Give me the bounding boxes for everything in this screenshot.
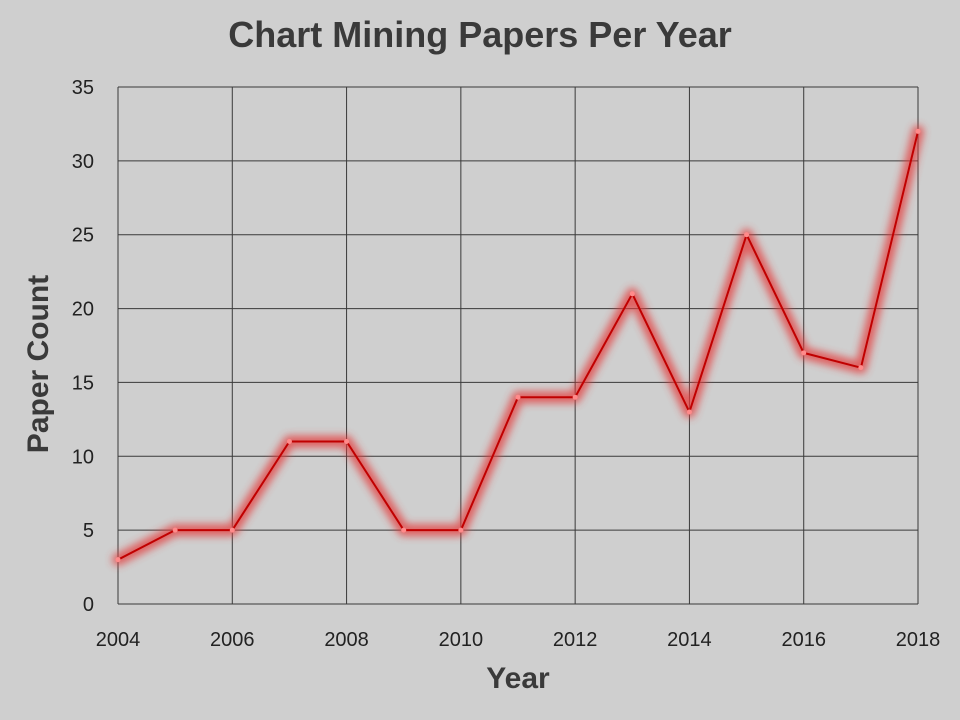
data-point <box>629 291 635 297</box>
y-tick-label: 0 <box>83 594 94 616</box>
x-tick-label: 2010 <box>439 629 484 651</box>
data-point <box>115 557 121 563</box>
y-tick-label: 25 <box>72 225 94 247</box>
data-point <box>801 350 807 356</box>
y-tick-label: 30 <box>72 151 94 173</box>
y-tick-label: 5 <box>83 520 94 542</box>
data-point <box>744 232 750 238</box>
grid-lines <box>117 86 919 605</box>
data-point <box>401 527 407 533</box>
y-tick-label: 35 <box>72 77 94 99</box>
data-point <box>344 439 350 445</box>
y-tick-label: 10 <box>72 446 94 468</box>
data-point <box>229 527 235 533</box>
data-point <box>572 394 578 400</box>
x-tick-label: 2014 <box>667 629 712 651</box>
data-series <box>112 125 924 566</box>
data-point <box>686 409 692 415</box>
data-point <box>458 527 464 533</box>
data-point <box>858 365 864 371</box>
series-glow <box>112 125 924 566</box>
data-point <box>515 394 521 400</box>
chart-title: Chart Mining Papers Per Year <box>228 14 732 55</box>
x-tick-label: 2012 <box>553 629 598 651</box>
x-tick-label: 2008 <box>324 629 369 651</box>
x-tick-label: 2006 <box>210 629 255 651</box>
data-point <box>286 439 292 445</box>
x-tick-label: 2018 <box>896 629 941 651</box>
x-tick-label: 2016 <box>781 629 826 651</box>
tick-labels: 0 5 10 15 20 25 30 35 2004 2006 2008 2010 2012 2014 20… <box>72 77 941 651</box>
x-tick-label: 2004 <box>96 629 141 651</box>
y-tick-label: 20 <box>72 299 94 321</box>
data-point <box>172 527 178 533</box>
x-axis-title: Year <box>486 662 550 695</box>
data-point <box>915 128 921 134</box>
y-tick-label: 15 <box>72 372 94 394</box>
